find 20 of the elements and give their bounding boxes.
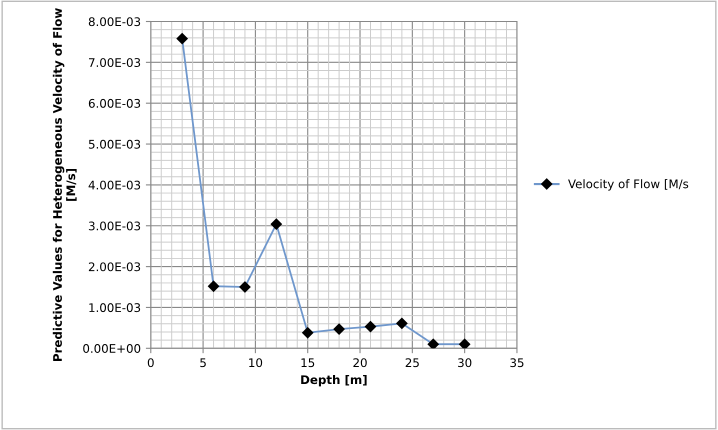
y-tick-label: 1.00E-03 (89, 303, 140, 312)
y-tick-label: 5.00E-03 (88, 140, 140, 149)
x-tick-label: 30 (458, 358, 472, 368)
x-tick-label: 25 (406, 358, 419, 368)
x-tick-label: 35 (510, 358, 524, 368)
x-axis-title: Depth [m] (301, 375, 367, 386)
x-tick-label: 15 (302, 358, 314, 368)
y-tick-label: 4.00E-03 (88, 180, 140, 190)
y-tick-label: 7.00E-03 (89, 58, 140, 68)
y-tick-label: 2.00E-03 (88, 262, 140, 272)
y-tick-label: 8.00E-03 (88, 17, 140, 26)
y-tick-label: 3.00E-03 (88, 221, 140, 230)
legend-label: Velocity of Flow [M/s (568, 179, 688, 191)
x-tick-label: 20 (353, 358, 367, 368)
y-axis-title: Predictive Values for Heterogeneous Velocity of Flow [M/s] (52, 8, 77, 361)
y-tick-label: 0.00E+00 (83, 344, 140, 353)
x-tick-label: 10 (249, 358, 262, 368)
x-tick-label: 0 (148, 358, 154, 368)
x-tick-label: 5 (200, 358, 206, 368)
y-tick-label: 6.00E-03 (88, 98, 140, 108)
